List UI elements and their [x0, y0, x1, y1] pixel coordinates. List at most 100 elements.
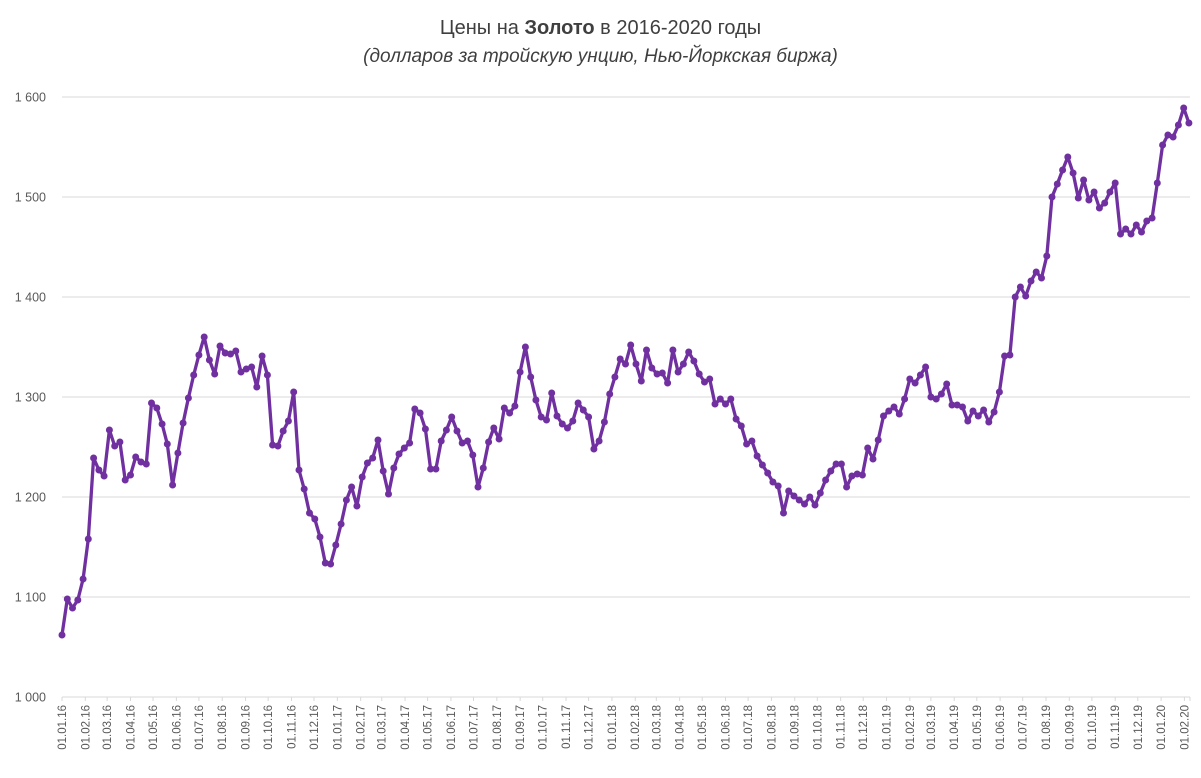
data-point — [342, 496, 350, 504]
data-point — [195, 351, 203, 359]
data-point — [221, 349, 229, 357]
data-point — [295, 466, 303, 474]
data-point — [558, 420, 566, 428]
x-axis-label: 01.12.19 — [1133, 705, 1145, 750]
data-point — [279, 427, 287, 435]
data-point — [148, 399, 155, 407]
data-point — [1132, 221, 1140, 229]
x-axis-label: 01.04.18 — [675, 705, 687, 750]
data-point — [448, 413, 456, 421]
data-point — [232, 347, 240, 355]
data-point — [311, 515, 319, 523]
data-point — [774, 482, 782, 490]
data-point — [732, 415, 740, 423]
data-point — [869, 455, 877, 463]
x-axis-label: 01.12.16 — [309, 705, 321, 750]
data-point — [458, 439, 466, 447]
chart-header: Цены на Золото в 2016-2020 годы (долларо… — [0, 13, 1201, 71]
data-point — [474, 483, 482, 491]
data-point — [358, 473, 366, 481]
x-axis-label: 01.11.18 — [836, 705, 848, 749]
y-axis-label: 1 400 — [15, 291, 46, 305]
data-point — [105, 426, 113, 434]
data-point — [258, 352, 266, 360]
x-axis-label: 01.10.16 — [263, 705, 275, 750]
data-point — [622, 360, 629, 368]
data-point — [695, 370, 703, 378]
data-point — [1122, 225, 1130, 233]
data-point — [637, 377, 645, 385]
x-axis-label: 01.02.19 — [905, 705, 917, 750]
data-point — [1111, 179, 1119, 187]
data-point — [158, 420, 166, 428]
data-point — [1095, 204, 1103, 212]
x-axis-label: 01.04.19 — [949, 705, 961, 750]
data-point — [1032, 268, 1040, 276]
data-point — [316, 533, 324, 541]
data-point — [837, 460, 845, 468]
data-point — [858, 471, 866, 479]
data-point — [611, 373, 619, 381]
chart-title-prefix: Цены на — [439, 17, 525, 39]
x-axis-label: 01.08.19 — [1041, 705, 1053, 750]
data-point — [690, 357, 698, 365]
x-axis-label: 01.10.19 — [1087, 705, 1099, 750]
data-point — [595, 437, 603, 445]
data-point — [1174, 121, 1182, 129]
data-point — [211, 370, 219, 378]
x-axis-label: 01.03.19 — [926, 705, 938, 750]
y-axis-label: 1 500 — [15, 191, 46, 205]
data-point — [753, 452, 761, 460]
data-point — [553, 412, 561, 420]
data-point — [284, 417, 292, 425]
data-point — [727, 395, 735, 403]
data-point — [948, 401, 956, 409]
x-axis-label: 01.05.18 — [697, 705, 709, 750]
data-point — [932, 395, 940, 403]
data-point — [327, 560, 335, 568]
data-point — [521, 343, 529, 351]
data-point — [527, 373, 535, 381]
x-axis-label: 01.08.18 — [766, 705, 778, 750]
data-point — [84, 535, 92, 543]
chart-title-bold: Золото — [524, 17, 595, 39]
data-point — [1059, 166, 1067, 174]
data-point — [516, 368, 524, 376]
data-point — [421, 425, 429, 433]
data-point — [495, 435, 503, 443]
data-point — [353, 502, 361, 510]
data-point — [658, 369, 666, 377]
data-point — [385, 490, 392, 498]
data-point — [205, 356, 213, 364]
data-point — [469, 451, 477, 459]
data-point — [400, 444, 408, 452]
data-point — [990, 408, 998, 416]
data-point — [1148, 214, 1156, 222]
data-point — [1016, 283, 1024, 291]
data-point — [248, 363, 256, 371]
data-point — [664, 379, 672, 387]
data-point — [1022, 292, 1030, 300]
data-point — [943, 380, 951, 388]
data-point — [685, 348, 693, 356]
x-axis-label: 01.01.17 — [332, 705, 344, 750]
data-point — [1001, 352, 1009, 360]
x-axis-label: 01.01.16 — [57, 705, 69, 750]
x-axis-label: 01.09.18 — [790, 705, 802, 750]
x-axis-label: 01.12.17 — [584, 705, 596, 750]
data-point — [137, 458, 145, 466]
data-point — [332, 541, 340, 549]
data-point — [974, 412, 982, 420]
data-point — [537, 413, 545, 421]
data-point — [585, 413, 593, 421]
data-point — [1153, 179, 1161, 187]
data-point — [506, 409, 514, 417]
x-axis-label: 01.06.17 — [446, 705, 458, 750]
data-point — [648, 364, 656, 372]
data-point — [864, 444, 872, 452]
data-point — [127, 471, 134, 479]
x-axis-label: 01.11.16 — [286, 705, 298, 749]
data-point — [669, 346, 677, 354]
data-point — [479, 464, 487, 472]
